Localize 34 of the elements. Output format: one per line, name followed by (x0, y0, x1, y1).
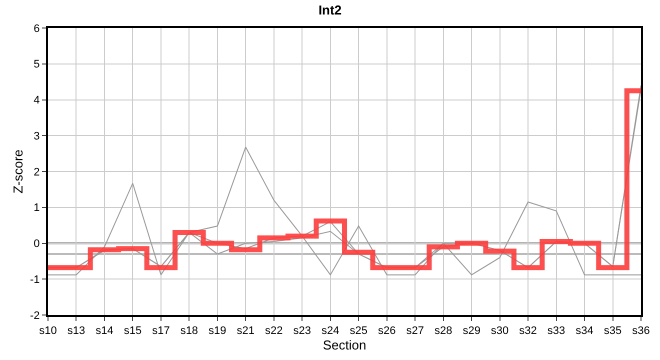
y-tick-label: 6 (34, 22, 40, 35)
x-tick-label: s25 (350, 325, 368, 338)
y-tick-label: 3 (34, 130, 40, 142)
x-tick-label: s29 (462, 325, 480, 338)
x-tick-label: s27 (406, 325, 424, 338)
x-tick-label: s32 (519, 325, 537, 338)
y-tick-label: 2 (34, 166, 40, 178)
x-tick-label: s15 (124, 325, 142, 338)
x-tick-label: s22 (265, 325, 283, 338)
y-tick-label: 4 (34, 94, 40, 107)
x-tick-label: s21 (236, 325, 255, 338)
y-tick-label: 0 (34, 238, 40, 250)
x-tick-label: s14 (96, 325, 114, 338)
x-tick-label: s18 (180, 325, 198, 338)
y-tick-label: 1 (34, 202, 40, 214)
x-tick-label: s30 (490, 325, 509, 338)
y-tick-label: 5 (34, 58, 40, 71)
x-tick-label: s17 (152, 325, 170, 338)
y-tick-label: -1 (30, 274, 40, 286)
x-tick-label: s33 (547, 325, 566, 338)
y-axis-title: Z-score (10, 149, 26, 194)
x-tick-label: s35 (604, 325, 622, 338)
chart-title: Int2 (318, 2, 342, 18)
x-tick-label: s34 (576, 325, 594, 338)
x-tick-label: s24 (322, 325, 340, 338)
y-tick-label: -2 (30, 310, 40, 322)
x-tick-label: s36 (632, 325, 650, 338)
x-tick-label: s28 (434, 325, 452, 338)
x-tick-label: s10 (39, 325, 57, 338)
x-tick-label: s23 (293, 325, 312, 338)
x-tick-label: s19 (208, 325, 226, 338)
x-tick-label: s26 (378, 325, 396, 338)
x-axis-title: Section (322, 337, 366, 352)
x-tick-label: s13 (67, 325, 86, 338)
